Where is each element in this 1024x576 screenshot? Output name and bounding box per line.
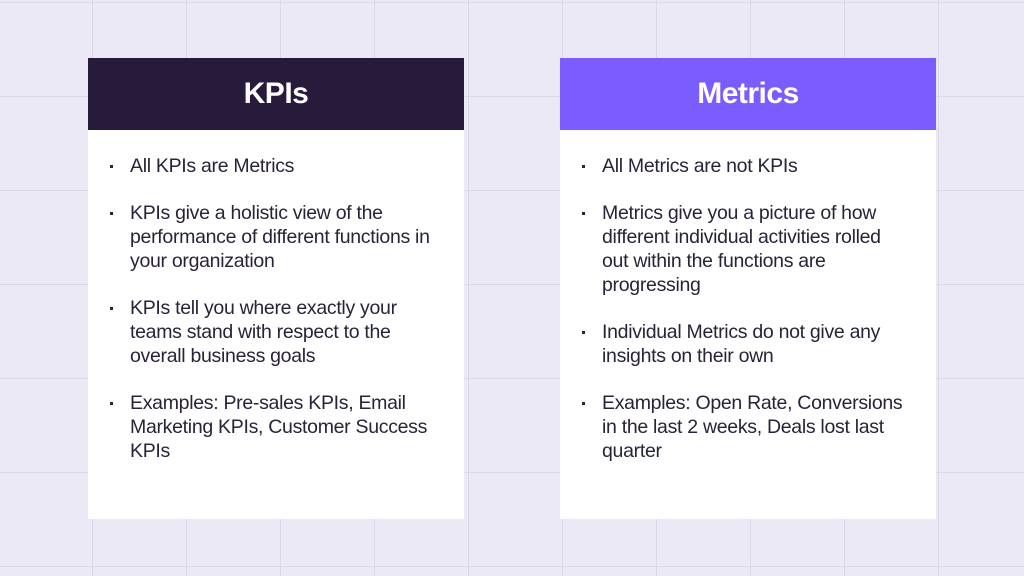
bullet-icon: [582, 402, 585, 405]
kpis-card-header: KPIs: [88, 58, 464, 130]
kpis-list-item: All KPIs are Metrics: [108, 154, 440, 178]
bullet-icon: [110, 212, 113, 215]
kpis-item-text: KPIs tell you where exactly your teams s…: [130, 297, 397, 367]
bullet-icon: [582, 331, 585, 334]
bullet-icon: [110, 165, 113, 168]
kpis-item-text: KPIs give a holistic view of the perform…: [130, 202, 430, 272]
metrics-list: All Metrics are not KPIs Metrics give yo…: [560, 130, 936, 463]
bullet-icon: [582, 212, 585, 215]
metrics-card: Metrics All Metrics are not KPIs Metrics…: [560, 58, 936, 519]
metrics-list-item: All Metrics are not KPIs: [580, 154, 912, 178]
bullet-icon: [110, 307, 113, 310]
kpis-list: All KPIs are Metrics KPIs give a holisti…: [88, 130, 464, 463]
kpis-title: KPIs: [243, 77, 309, 110]
kpis-list-item: KPIs tell you where exactly your teams s…: [108, 296, 440, 368]
kpis-item-text: All KPIs are Metrics: [130, 155, 295, 177]
metrics-card-header: Metrics: [560, 58, 936, 130]
kpis-item-text: Examples: Pre-sales KPIs, Email Marketin…: [130, 392, 428, 462]
kpis-list-item: Examples: Pre-sales KPIs, Email Marketin…: [108, 391, 440, 463]
metrics-list-item: Metrics give you a picture of how differ…: [580, 201, 912, 297]
metrics-item-text: All Metrics are not KPIs: [602, 155, 798, 177]
kpis-list-item: KPIs give a holistic view of the perform…: [108, 201, 440, 273]
metrics-item-text: Individual Metrics do not give any insig…: [602, 321, 881, 367]
kpis-card: KPIs All KPIs are Metrics KPIs give a ho…: [88, 58, 464, 519]
bullet-icon: [582, 165, 585, 168]
metrics-item-text: Metrics give you a picture of how differ…: [602, 202, 881, 296]
bullet-icon: [110, 402, 113, 405]
metrics-list-item: Examples: Open Rate, Conversions in the …: [580, 391, 912, 463]
metrics-title: Metrics: [697, 77, 799, 110]
metrics-list-item: Individual Metrics do not give any insig…: [580, 320, 912, 368]
metrics-item-text: Examples: Open Rate, Conversions in the …: [602, 392, 903, 462]
